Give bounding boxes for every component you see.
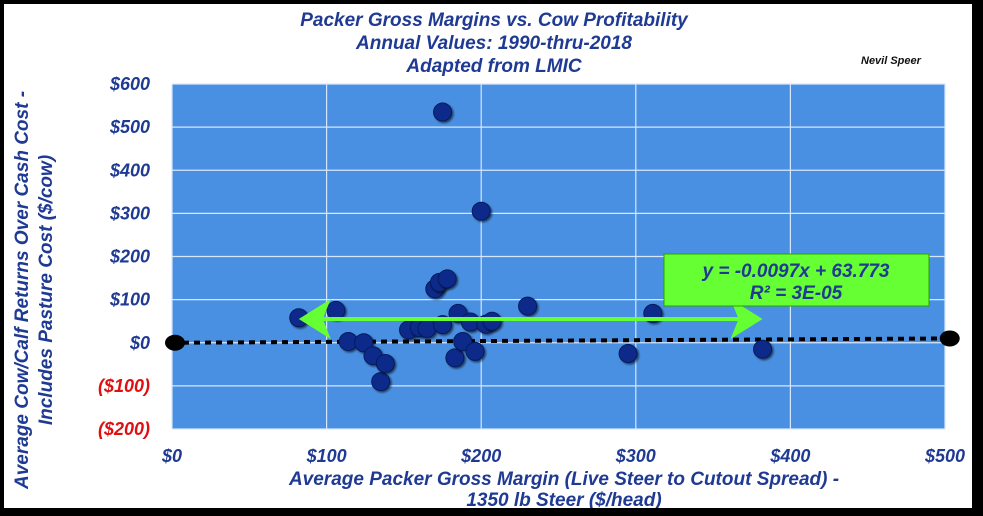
chart-frame: Packer Gross Margins vs. Cow Profitabili… [4, 4, 972, 508]
data-point [437, 269, 457, 289]
chart-title-line-3: Adapted from LMIC [405, 56, 581, 77]
x-tick-label: $400 [769, 446, 810, 466]
data-point [465, 341, 485, 361]
y-axis-ticks: $600 $500 $400 $300 $200 $100 $0 ($100) ($200) [98, 74, 150, 439]
data-point [445, 348, 465, 368]
scatter-chart: Packer Gross Margins vs. Cow Profitabili… [12, 10, 965, 508]
endpoint-marker [165, 334, 185, 351]
x-tick-label: $100 [306, 446, 347, 466]
endpoint-marker [939, 330, 960, 347]
data-point [375, 353, 395, 373]
equation-box [663, 253, 930, 307]
y-tick-label: $200 [109, 247, 150, 267]
data-point [289, 308, 309, 328]
x-tick-label: $500 [924, 446, 965, 466]
y-tick-label: $600 [109, 74, 150, 94]
data-point [471, 201, 491, 221]
chart-title-line-2: Annual Values: 1990-thru-2018 [355, 33, 632, 54]
x-axis-title-line-1: Average Packer Gross Margin (Live Steer … [288, 469, 839, 490]
y-tick-label: $300 [109, 203, 150, 223]
data-point [482, 311, 502, 331]
y-tick-label: $500 [109, 117, 150, 137]
chart-title-line-1: Packer Gross Margins vs. Cow Profitabili… [300, 10, 689, 31]
x-tick-label: $300 [615, 446, 656, 466]
trendline-r-squared: R² = 3E-05 [750, 283, 843, 304]
author-credit: Nevil Speer [861, 55, 922, 67]
x-tick-label: $200 [460, 446, 501, 466]
y-tick-label: ($200) [98, 419, 150, 439]
data-point [618, 344, 638, 364]
y-tick-label: ($100) [98, 376, 150, 396]
y-axis-title-line-2: Includes Pasture Cost ($/cow) [36, 155, 57, 425]
data-point [371, 372, 391, 392]
trendline-endpoints [165, 330, 960, 351]
data-point [518, 296, 538, 316]
data-point [753, 339, 773, 359]
x-axis-ticks: $0 $100 $200 $300 $400 $500 [161, 446, 965, 466]
trendline [171, 336, 953, 345]
x-tick-label: $0 [161, 446, 182, 466]
y-tick-label: $400 [109, 160, 150, 180]
x-axis-title-line-2: 1350 lb Steer ($/head) [466, 490, 661, 508]
y-axis-title-line-1: Average Cow/Calf Returns Over Cash Cost … [12, 91, 33, 490]
y-tick-label: $100 [109, 290, 150, 310]
y-tick-label: $0 [129, 333, 150, 353]
data-point [326, 300, 346, 320]
data-point [433, 102, 453, 122]
trendline-equation: y = -0.0097x + 63.773 [702, 261, 890, 282]
